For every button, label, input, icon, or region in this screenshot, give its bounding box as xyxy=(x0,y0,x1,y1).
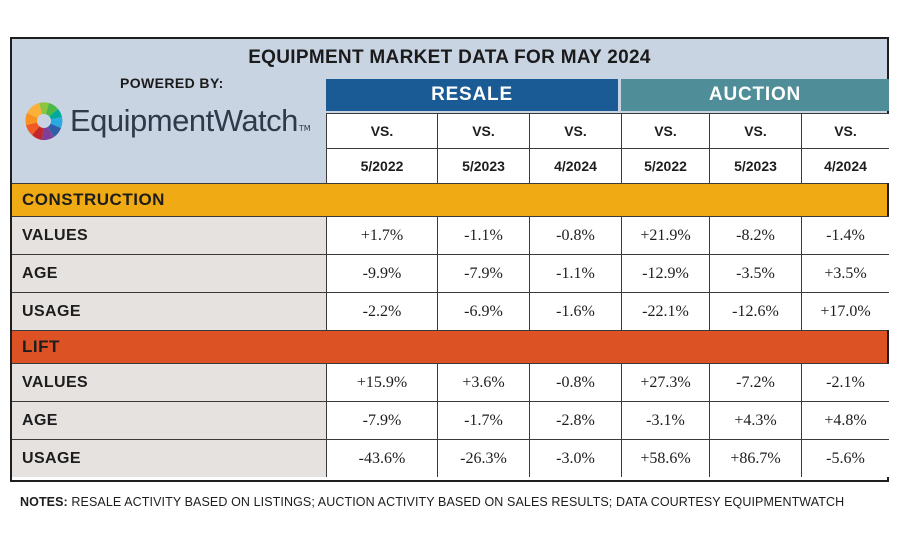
date-header-cell: 4/2024 xyxy=(529,148,621,183)
vs-header-cell: VS. xyxy=(801,113,889,148)
date-header-cell: 4/2024 xyxy=(801,148,889,183)
value-cell: -1.1% xyxy=(437,216,529,254)
section-header-construction: CONSTRUCTION xyxy=(12,183,887,216)
value-cell: -1.1% xyxy=(529,254,621,292)
resale-header: RESALE xyxy=(326,79,618,111)
date-header-cell: 5/2022 xyxy=(326,148,437,183)
row-label: USAGE xyxy=(12,292,326,330)
value-cell: +4.3% xyxy=(709,401,801,439)
value-cell: -7.9% xyxy=(437,254,529,292)
value-cell: +15.9% xyxy=(326,363,437,401)
value-cell: -7.2% xyxy=(709,363,801,401)
value-cell: -22.1% xyxy=(621,292,709,330)
value-cell: -7.9% xyxy=(326,401,437,439)
value-cell: -26.3% xyxy=(437,439,529,477)
value-cell: +4.8% xyxy=(801,401,889,439)
vs-header-cell: VS. xyxy=(437,113,529,148)
value-cell: -3.1% xyxy=(621,401,709,439)
vs-header-cell: VS. xyxy=(709,113,801,148)
notes-footer: NOTES: RESALE ACTIVITY BASED ON LISTINGS… xyxy=(20,495,844,509)
row-label: AGE xyxy=(12,401,326,439)
value-cell: -5.6% xyxy=(801,439,889,477)
value-cell: -12.6% xyxy=(709,292,801,330)
value-cell: +21.9% xyxy=(621,216,709,254)
value-cell: -1.7% xyxy=(437,401,529,439)
vs-header-cell: VS. xyxy=(529,113,621,148)
row-label: AGE xyxy=(12,254,326,292)
date-header-cell: 5/2023 xyxy=(437,148,529,183)
value-cell: -12.9% xyxy=(621,254,709,292)
date-header-cell: 5/2023 xyxy=(709,148,801,183)
logo-wordmark: EquipmentWatch xyxy=(70,103,298,138)
vs-header-cell: VS. xyxy=(326,113,437,148)
value-cell: -2.8% xyxy=(529,401,621,439)
auction-header: AUCTION xyxy=(621,79,889,111)
row-label: USAGE xyxy=(12,439,326,477)
powered-by-label: POWERED BY: xyxy=(120,75,224,91)
value-cell: -1.4% xyxy=(801,216,889,254)
row-label: VALUES xyxy=(12,216,326,254)
row-label: VALUES xyxy=(12,363,326,401)
value-cell: -3.0% xyxy=(529,439,621,477)
value-cell: -1.6% xyxy=(529,292,621,330)
table-title: EQUIPMENT MARKET DATA FOR MAY 2024 xyxy=(248,47,651,68)
notes-label: NOTES: xyxy=(20,495,68,509)
gear-logo-icon xyxy=(25,102,63,141)
value-cell: +17.0% xyxy=(801,292,889,330)
value-cell: -0.8% xyxy=(529,363,621,401)
notes-text: RESALE ACTIVITY BASED ON LISTINGS; AUCTI… xyxy=(67,495,845,509)
value-cell: -3.5% xyxy=(709,254,801,292)
value-cell: +3.6% xyxy=(437,363,529,401)
value-cell: -8.2% xyxy=(709,216,801,254)
vs-header-cell: VS. xyxy=(621,113,709,148)
value-cell: -6.9% xyxy=(437,292,529,330)
value-cell: -2.1% xyxy=(801,363,889,401)
value-cell: -0.8% xyxy=(529,216,621,254)
value-cell: -43.6% xyxy=(326,439,437,477)
value-cell: +27.3% xyxy=(621,363,709,401)
trademark-mark: TM xyxy=(298,124,311,133)
market-data-table: EQUIPMENT MARKET DATA FOR MAY 2024 POWER… xyxy=(10,37,889,482)
value-cell: +86.7% xyxy=(709,439,801,477)
value-cell: +1.7% xyxy=(326,216,437,254)
date-header-cell: 5/2022 xyxy=(621,148,709,183)
value-cell: +58.6% xyxy=(621,439,709,477)
section-header-lift: LIFT xyxy=(12,330,887,363)
equipmentwatch-logo: EquipmentWatch TM xyxy=(24,101,311,141)
table-header: EQUIPMENT MARKET DATA FOR MAY 2024 POWER… xyxy=(12,39,889,183)
value-cell: -2.2% xyxy=(326,292,437,330)
value-cell: +3.5% xyxy=(801,254,889,292)
value-cell: -9.9% xyxy=(326,254,437,292)
